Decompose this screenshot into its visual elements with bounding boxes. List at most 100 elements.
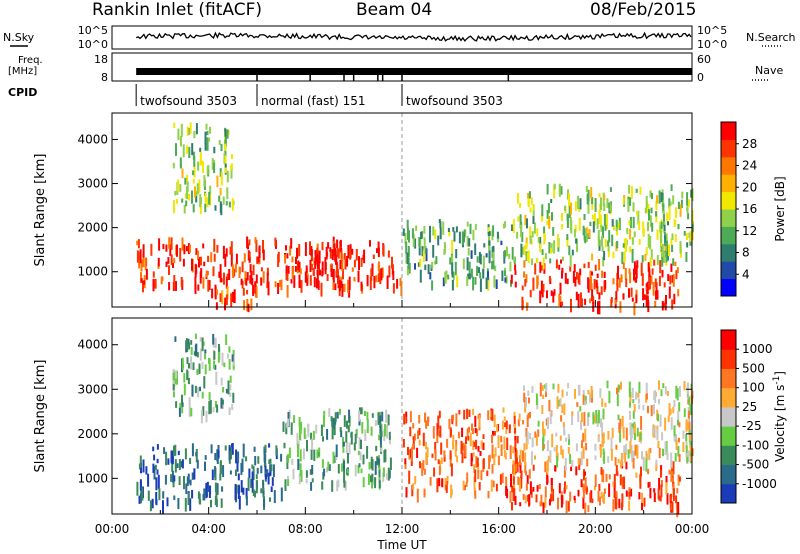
data-cell bbox=[466, 408, 469, 419]
data-cell bbox=[625, 278, 628, 287]
data-cell bbox=[229, 246, 232, 255]
data-cell bbox=[594, 198, 597, 212]
data-cell bbox=[661, 301, 664, 311]
data-cell bbox=[629, 411, 631, 420]
data-cell bbox=[620, 274, 623, 283]
data-cell bbox=[571, 411, 574, 425]
data-cell bbox=[598, 292, 601, 300]
data-cell bbox=[592, 221, 595, 233]
data-cell bbox=[591, 253, 594, 261]
data-cell bbox=[510, 474, 512, 488]
data-cell bbox=[628, 381, 631, 393]
data-cell bbox=[349, 248, 352, 260]
data-cell bbox=[227, 380, 230, 395]
data-cell bbox=[560, 445, 563, 455]
data-cell bbox=[630, 287, 633, 297]
data-cell bbox=[526, 431, 529, 445]
data-cell bbox=[579, 198, 582, 210]
data-cell bbox=[224, 167, 227, 174]
data-cell bbox=[483, 243, 486, 248]
data-cell bbox=[679, 204, 682, 217]
data-cell bbox=[569, 255, 572, 267]
data-cell bbox=[402, 228, 405, 236]
data-cell bbox=[228, 450, 231, 461]
data-cell bbox=[240, 480, 243, 493]
data-cell bbox=[262, 249, 265, 261]
data-cell bbox=[622, 426, 625, 433]
data-cell bbox=[561, 449, 564, 459]
data-cell bbox=[687, 213, 690, 220]
data-cell bbox=[565, 437, 568, 442]
data-cell bbox=[470, 453, 473, 467]
data-cell bbox=[630, 445, 633, 457]
data-cell bbox=[224, 297, 227, 304]
data-cell bbox=[234, 483, 237, 494]
data-cell bbox=[421, 463, 424, 476]
data-cell bbox=[616, 393, 619, 407]
data-cell bbox=[434, 229, 437, 240]
data-cell bbox=[501, 472, 504, 484]
data-cell bbox=[422, 432, 425, 447]
data-cell bbox=[343, 253, 346, 260]
data-cell bbox=[547, 417, 549, 430]
data-cell bbox=[601, 398, 604, 407]
data-cell bbox=[519, 449, 522, 460]
data-cell bbox=[637, 392, 640, 398]
data-cell bbox=[557, 399, 560, 407]
data-cell bbox=[688, 422, 691, 435]
data-cell bbox=[434, 260, 437, 265]
data-cell bbox=[636, 445, 639, 459]
data-cell bbox=[502, 407, 505, 413]
data-cell bbox=[606, 198, 609, 208]
data-cell bbox=[211, 469, 214, 480]
data-cell bbox=[640, 466, 642, 477]
data-cell bbox=[353, 259, 356, 268]
data-cell bbox=[583, 263, 586, 269]
data-cell bbox=[174, 336, 177, 342]
data-cell bbox=[186, 126, 189, 136]
data-cell bbox=[673, 219, 676, 227]
data-cell bbox=[441, 478, 444, 488]
data-cell bbox=[633, 433, 636, 440]
data-cell bbox=[175, 281, 177, 291]
data-cell bbox=[647, 468, 650, 475]
data-cell bbox=[527, 390, 530, 396]
data-cell bbox=[326, 274, 329, 281]
data-cell bbox=[154, 283, 157, 289]
data-cell bbox=[514, 440, 517, 450]
data-cell bbox=[476, 457, 479, 467]
data-cell bbox=[691, 448, 694, 456]
data-cell bbox=[482, 442, 485, 450]
data-cell bbox=[545, 382, 548, 393]
data-cell bbox=[534, 455, 536, 460]
data-cell bbox=[639, 186, 642, 195]
data-cell bbox=[340, 430, 343, 438]
data-cell bbox=[563, 423, 566, 435]
data-cell bbox=[214, 482, 217, 493]
nsearch-label: N.Search bbox=[746, 31, 796, 44]
data-cell bbox=[571, 249, 574, 256]
data-cell bbox=[569, 225, 572, 231]
data-cell bbox=[386, 473, 389, 480]
time-axis: 00:00 04:00 08:00 12:00 16:00 20:00 00:00Time … bbox=[95, 522, 710, 552]
data-cell bbox=[230, 253, 233, 267]
data-cell bbox=[530, 197, 533, 205]
data-cell bbox=[504, 221, 506, 228]
data-cell bbox=[264, 453, 267, 463]
data-cell bbox=[221, 399, 224, 405]
data-cell bbox=[652, 428, 654, 434]
x-tick-label-1: 04:00 bbox=[191, 522, 226, 536]
data-cell bbox=[387, 414, 390, 426]
data-cell bbox=[535, 434, 538, 446]
data-cell bbox=[480, 470, 483, 481]
data-cell bbox=[213, 238, 216, 252]
data-cell bbox=[183, 204, 186, 214]
data-cell bbox=[181, 168, 184, 179]
data-cell bbox=[286, 253, 289, 259]
data-cell bbox=[622, 198, 625, 205]
colorbar-swatch-8 bbox=[721, 330, 736, 350]
data-cell bbox=[347, 425, 350, 433]
data-cell bbox=[557, 497, 559, 510]
data-cell bbox=[246, 236, 249, 249]
data-cell bbox=[153, 466, 156, 480]
